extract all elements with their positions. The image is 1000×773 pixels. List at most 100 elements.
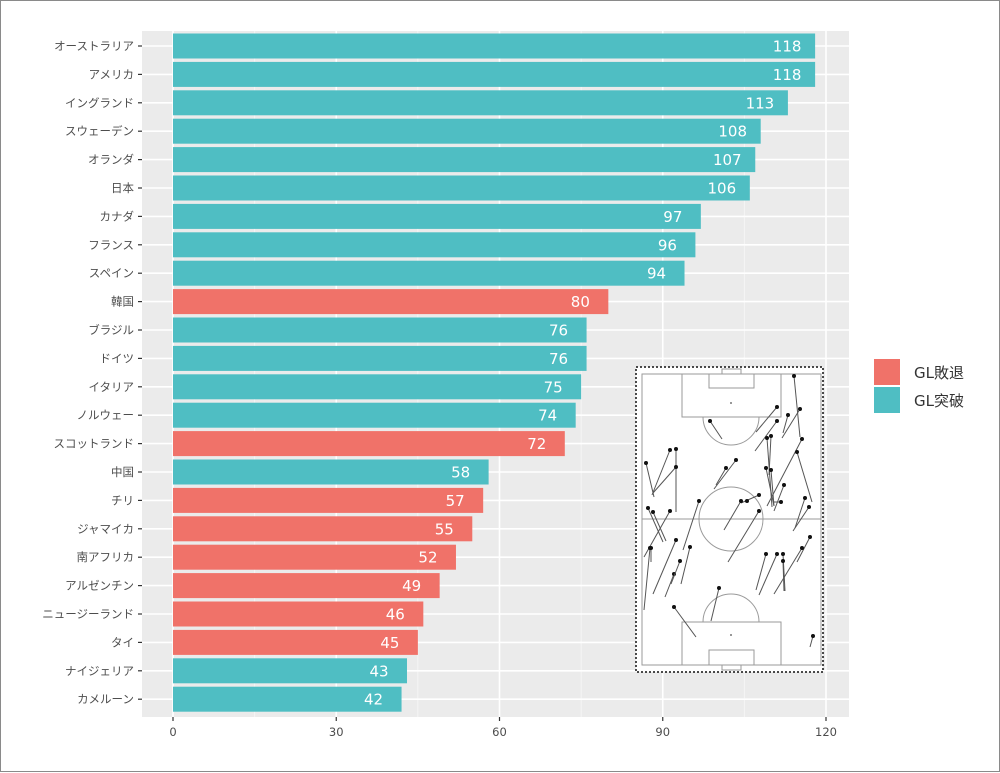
bar-value-label: 118	[773, 38, 802, 56]
pass-start-dot	[769, 434, 773, 438]
pass-start-dot	[668, 509, 672, 513]
pass-line	[723, 500, 742, 531]
pass-start-dot	[697, 499, 701, 503]
pass-start-dot	[803, 496, 807, 500]
bar-value-label: 43	[369, 662, 388, 680]
bar-value-label: 97	[663, 208, 682, 226]
bar-value-label: 57	[446, 492, 465, 510]
y-tick-label: オーストラリア	[54, 39, 134, 53]
y-tick-label: スペイン	[89, 266, 134, 280]
pass-line	[782, 560, 785, 592]
pass-start-dot	[775, 552, 779, 556]
legend-item-gl-eliminated: GL敗退	[874, 358, 964, 386]
y-tick-label: タイ	[111, 635, 134, 649]
pass-start-dot	[724, 466, 728, 470]
y-tick-label: カメルーン	[77, 692, 134, 706]
pass-start-dot	[775, 419, 779, 423]
bar	[173, 90, 788, 116]
pass-start-dot	[651, 510, 655, 514]
pass-line	[682, 500, 700, 551]
pass-line	[781, 408, 801, 439]
pass-start-dot	[782, 483, 786, 487]
y-tick-label: 中国	[111, 465, 134, 479]
bar	[173, 33, 816, 59]
pass-start-dot	[781, 559, 785, 563]
pass-line	[765, 467, 775, 507]
pass-line	[645, 462, 655, 498]
legend-label: GL突破	[914, 391, 964, 410]
bar-value-label: 107	[713, 151, 742, 169]
pass-line	[782, 414, 789, 434]
pass-start-dot	[765, 436, 769, 440]
pass-start-dot	[688, 545, 692, 549]
bar-value-label: 76	[549, 350, 568, 368]
pass-start-dot	[674, 538, 678, 542]
pass-line	[643, 547, 651, 611]
pass-line	[643, 510, 671, 558]
pass-line	[755, 406, 778, 433]
pass-line	[664, 573, 675, 598]
bar	[173, 232, 696, 258]
y-tick-label: 南アフリカ	[77, 550, 135, 564]
bar	[173, 601, 424, 627]
bar-value-label: 75	[544, 378, 563, 396]
legend-item-gl-advanced: GL突破	[874, 386, 964, 414]
pass-start-dot	[674, 465, 678, 469]
bar-value-label: 52	[418, 549, 437, 567]
pass-line	[754, 420, 778, 452]
pass-line	[796, 536, 811, 563]
pass-start-dot	[757, 493, 761, 497]
bar-value-label: 58	[451, 464, 470, 482]
bar	[173, 147, 756, 173]
bar	[173, 544, 456, 570]
pass-start-dot	[792, 374, 796, 378]
pass-line	[773, 484, 785, 512]
y-tick-label: スコットランド	[54, 437, 135, 451]
bar	[173, 487, 484, 513]
pass-start-dot	[795, 450, 799, 454]
y-tick-label: チリ	[111, 493, 134, 507]
pass-start-dot	[807, 505, 811, 509]
pitch-penalty-spot	[730, 402, 732, 404]
pass-start-dot	[678, 559, 682, 563]
bar	[173, 374, 582, 400]
bar-labels: 1181181131081071069796948076767574725857…	[364, 38, 801, 709]
pitch-arc-top	[702, 416, 760, 446]
x-axis: 0 30 60 90 120	[169, 717, 837, 739]
bar-value-label: 49	[402, 577, 421, 595]
bar	[173, 345, 587, 371]
legend-swatch-gl-advanced	[874, 387, 900, 413]
legend: GL敗退 GL突破	[874, 358, 964, 414]
pitch-goal-bottom	[721, 664, 742, 671]
pass-line	[670, 560, 681, 585]
legend-swatch-gl-eliminated	[874, 359, 900, 385]
bar-value-label: 74	[538, 407, 557, 425]
pitch-center-circle	[698, 486, 764, 552]
pass-start-dot	[764, 466, 768, 470]
bar	[173, 431, 565, 457]
bar-value-label: 113	[746, 94, 775, 112]
pass-line	[710, 587, 720, 622]
y-tick-label: イングランド	[65, 96, 134, 110]
x-tick-label: 60	[492, 725, 507, 739]
bar	[173, 459, 489, 485]
pass-start-dot	[672, 605, 676, 609]
x-tick-label: 0	[169, 725, 176, 739]
bar	[173, 203, 701, 229]
pass-start-dot	[717, 586, 721, 590]
bar	[173, 516, 473, 542]
y-tick-label: スウェーデン	[65, 124, 134, 138]
bar	[173, 260, 685, 286]
bar-value-label: 106	[707, 180, 736, 198]
pass-line	[755, 553, 767, 591]
bar	[173, 573, 440, 599]
pass-line	[673, 606, 697, 638]
pass-start-dot	[800, 546, 804, 550]
pass-start-dot	[811, 634, 815, 638]
y-tick-label: イタリア	[88, 380, 134, 394]
y-tick-label: フランス	[88, 238, 134, 252]
pass-start-dot	[649, 546, 653, 550]
pitch-penalty-spot	[730, 634, 732, 636]
y-tick-label: ナイジェリア	[65, 664, 134, 678]
